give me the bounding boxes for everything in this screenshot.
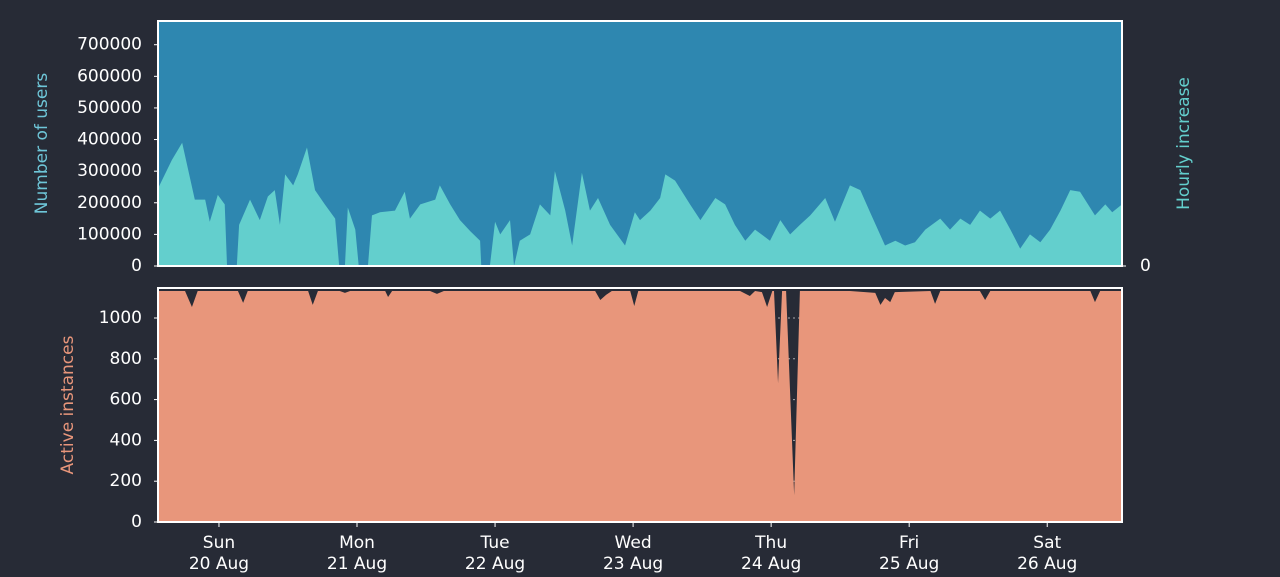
y-tick-label: 100000: [77, 224, 142, 244]
y-tick-label: 0: [131, 256, 142, 276]
y-tick-label: 300000: [77, 161, 142, 181]
area: [158, 142, 1122, 266]
y-tick-label: 400: [110, 430, 142, 450]
x-tick-label: Sat 26 Aug: [1017, 533, 1078, 574]
y-tick-label: 400000: [77, 130, 142, 150]
x-tick-label: Wed 23 Aug: [602, 533, 664, 574]
y-axis-label: Active instances: [58, 335, 78, 474]
y-tick-label: 700000: [77, 35, 142, 55]
x-tick-label: Fri 25 Aug: [879, 533, 940, 574]
y-tick-label: 200000: [77, 193, 142, 213]
x-tick-label: Mon 21 Aug: [326, 533, 388, 574]
area-layer: [158, 21, 1122, 266]
y-tick-label: 600000: [77, 66, 142, 86]
plot-frame: [157, 20, 1123, 267]
area: [158, 291, 1122, 522]
y-tick-label: 0: [131, 512, 142, 532]
x-tick-label: Sun 20 Aug: [188, 533, 250, 574]
x-tick-label: Thu 24 Aug: [741, 533, 802, 574]
y2-axis-label: Hourly increase: [1174, 77, 1194, 210]
y-tick-label: 1000: [99, 308, 142, 328]
y-tick-label: 500000: [77, 98, 142, 118]
y-tick-label: 600: [110, 390, 142, 410]
area-layer: [158, 291, 1122, 522]
y2-tick-label: 0: [1140, 256, 1151, 276]
x-tick-label: Tue 22 Aug: [464, 533, 526, 574]
y-tick-label: 800: [110, 349, 142, 369]
y-tick-label: 200: [110, 471, 142, 491]
plot-frame: [157, 287, 1123, 523]
y-axis-label: Number of users: [32, 73, 52, 215]
